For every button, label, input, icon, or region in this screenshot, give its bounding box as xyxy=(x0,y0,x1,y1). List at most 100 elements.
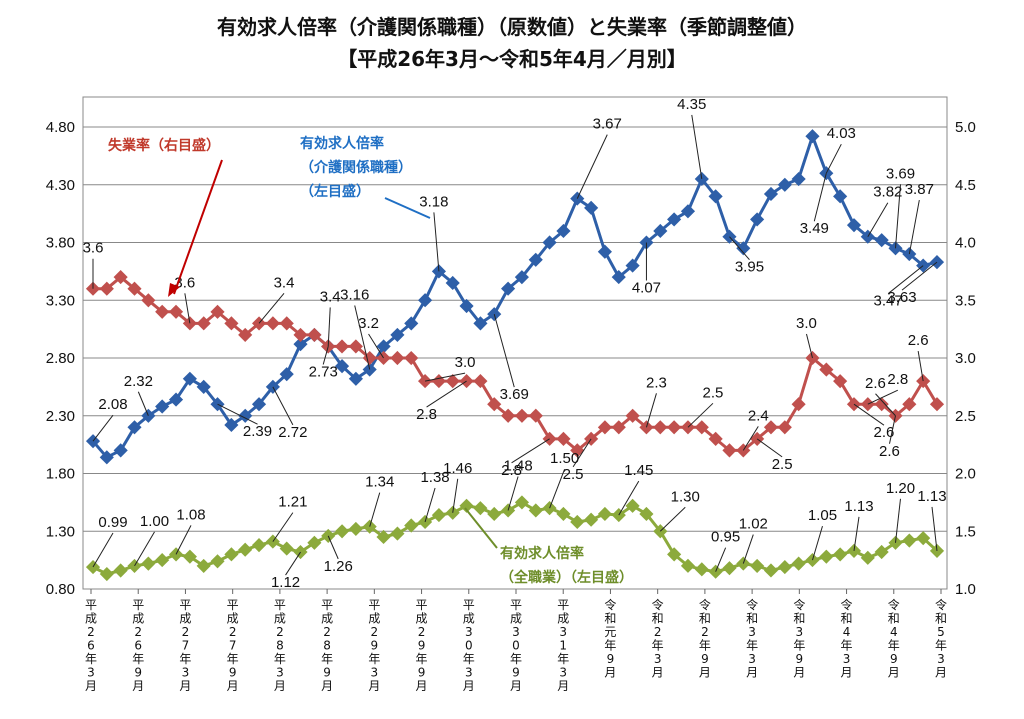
leader-line xyxy=(889,415,896,444)
data-point-all xyxy=(819,549,834,564)
x-tick-char: 平 xyxy=(510,598,522,612)
data-label: 3.87 xyxy=(905,181,934,198)
data-point-unemp xyxy=(611,420,626,435)
data-point-all xyxy=(625,498,640,513)
x-tick-char: 3 xyxy=(559,625,567,639)
x-tick-label: 令和 4 年 3 月 xyxy=(841,597,853,680)
data-point-all xyxy=(694,562,709,577)
data-label: 3.63 xyxy=(887,289,916,306)
data-label: 1.30 xyxy=(671,488,700,505)
data-point-all xyxy=(196,558,211,573)
leader-line xyxy=(825,143,842,174)
x-tick-char: 3 xyxy=(465,625,473,639)
data-label: 1.20 xyxy=(886,480,915,497)
data-label: 3.95 xyxy=(735,259,764,276)
x-tick-char: 月 xyxy=(132,679,144,693)
x-tick-char: 2 xyxy=(134,625,142,639)
leader-line xyxy=(507,476,519,511)
data-label: 1.13 xyxy=(844,498,873,515)
x-tick-char: 月 xyxy=(368,679,380,693)
data-point-all xyxy=(334,524,350,539)
data-point-unemp xyxy=(694,420,709,435)
x-tick-char: 和 xyxy=(888,612,900,626)
data-point-unemp xyxy=(777,420,792,435)
data-point-unemp xyxy=(348,339,363,354)
leader-line xyxy=(645,393,657,428)
data-point-care xyxy=(736,241,751,256)
x-tick-char: 成 xyxy=(416,612,428,626)
x-tick-char: 平 xyxy=(132,598,144,612)
data-point-unemp xyxy=(597,420,612,435)
data-label: 2.6 xyxy=(865,375,886,392)
x-tick-char: 3 xyxy=(654,652,662,666)
data-point-all xyxy=(791,556,806,571)
x-tick-char: 6 xyxy=(87,639,95,653)
x-tick-char: 年 xyxy=(699,639,711,653)
data-point-all xyxy=(113,563,128,578)
x-tick-char: 令 xyxy=(699,597,711,612)
y-right-tick-label: 3.5 xyxy=(955,292,976,309)
x-tick-char: 令 xyxy=(746,597,758,612)
x-tick-char: 月 xyxy=(179,679,191,693)
arrow-head-unemp xyxy=(168,283,180,297)
x-tick-char: 9 xyxy=(796,652,804,666)
x-tick-char: 月 xyxy=(227,679,239,693)
data-label: 2.39 xyxy=(243,423,272,440)
x-tick-char: 年 xyxy=(416,652,428,666)
data-point-care xyxy=(334,359,350,374)
data-point-care xyxy=(916,258,931,273)
x-tick-char: 6 xyxy=(134,639,142,653)
y-right-tick-label: 1.5 xyxy=(955,523,976,540)
leader-line xyxy=(572,438,592,468)
data-point-unemp xyxy=(708,431,723,446)
y-right-tick-label: 5.0 xyxy=(955,119,976,136)
data-point-unemp xyxy=(653,420,668,435)
data-point-care xyxy=(874,233,889,248)
x-tick-char: 3 xyxy=(796,625,804,639)
x-tick-char: 3 xyxy=(748,652,756,666)
leader-line xyxy=(272,512,294,542)
x-tick-char: 平 xyxy=(557,598,569,612)
y-right-tick-label: 2.5 xyxy=(955,408,976,425)
data-label: 2.3 xyxy=(646,374,667,391)
leader-line xyxy=(433,212,440,272)
data-label: 0.99 xyxy=(98,514,127,531)
x-tick-label: 令和元年 9 月 xyxy=(604,597,616,680)
x-tick-char: 月 xyxy=(841,666,853,680)
x-tick-char: 0 xyxy=(465,639,473,653)
data-point-care xyxy=(390,327,405,342)
series-label-care: （介護関係職種） xyxy=(300,159,412,176)
data-label: 1.21 xyxy=(278,494,307,511)
x-tick-label: 平成 2 8 年 9 月 xyxy=(321,598,333,693)
data-point-care xyxy=(279,367,294,382)
data-point-care xyxy=(763,186,779,202)
y-left-tick-label: 1.80 xyxy=(46,466,75,483)
x-tick-char: 年 xyxy=(321,652,333,666)
leader-line xyxy=(354,305,371,370)
leader-line xyxy=(691,114,703,180)
data-point-all xyxy=(667,547,682,562)
x-tick-char: 年 xyxy=(179,652,191,666)
leader-line xyxy=(92,532,114,568)
x-tick-char: 令 xyxy=(841,597,853,612)
data-point-care xyxy=(667,212,682,227)
x-tick-char: 年 xyxy=(746,639,758,653)
data-point-care xyxy=(584,200,599,215)
x-tick-char: 令 xyxy=(935,597,947,612)
data-point-unemp xyxy=(833,374,848,389)
data-label: 3.0 xyxy=(455,354,476,371)
x-tick-char: 2 xyxy=(701,625,709,639)
leader-line xyxy=(853,403,885,426)
x-tick-char: 月 xyxy=(85,679,97,693)
data-point-all xyxy=(404,518,419,533)
x-tick-char: 月 xyxy=(746,666,758,680)
arrow-all xyxy=(464,507,498,549)
x-tick-char: 令 xyxy=(888,597,900,612)
leader-line xyxy=(715,547,727,572)
y-right-tick-label: 4.5 xyxy=(955,177,976,194)
x-tick-char: 年 xyxy=(85,652,97,666)
leader-line xyxy=(272,386,294,426)
x-axis-labels: 平成 2 6 年 3 月平成 2 6 年 9 月平成 2 7 年 3 月平成 2 7 年 9 月平成 2 8 年 3 月平成 2 8 年… xyxy=(85,597,947,693)
data-point-all xyxy=(570,514,585,530)
x-tick-char: 月 xyxy=(699,666,711,680)
